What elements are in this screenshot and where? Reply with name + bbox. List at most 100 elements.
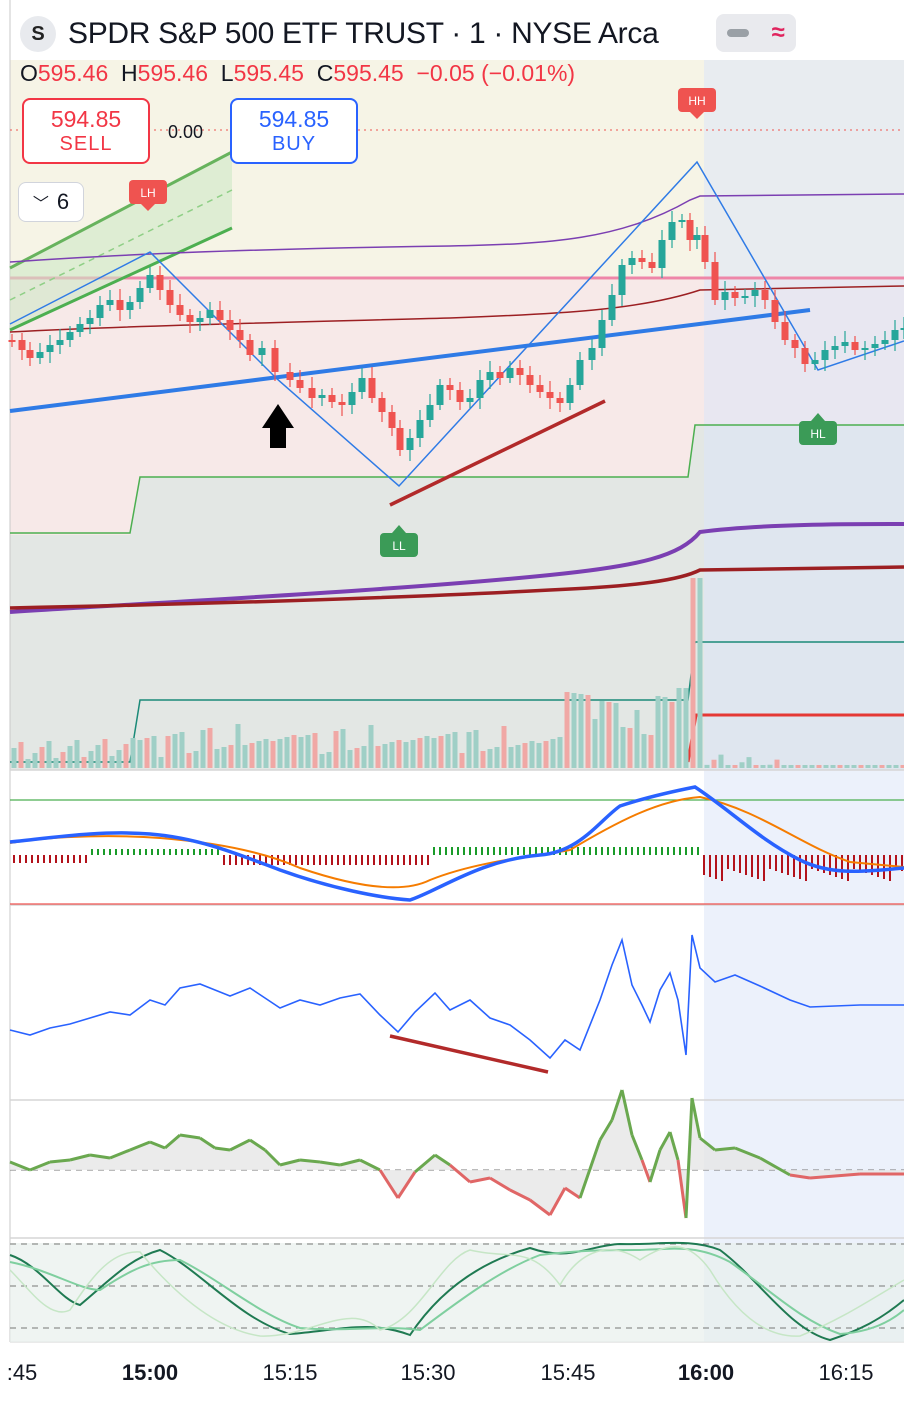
candle — [446, 385, 454, 390]
volume-bar — [508, 747, 514, 768]
wave-icon[interactable]: ≈ — [771, 19, 785, 46]
volume-bar — [571, 693, 577, 768]
momentum-segment — [434, 1153, 451, 1167]
candle — [358, 378, 366, 392]
volume-bar — [109, 756, 115, 768]
candle — [96, 305, 104, 318]
channel-fill — [10, 152, 232, 330]
buy-button[interactable]: 594.85 BUY — [230, 98, 358, 164]
candle — [668, 222, 676, 240]
volume-bar — [158, 757, 164, 768]
volume-bar — [795, 765, 801, 768]
interval-selector[interactable]: ﹀ 6 — [18, 182, 84, 222]
momentum-segment — [69, 1153, 91, 1162]
candle — [871, 344, 879, 348]
volume-bar — [522, 743, 528, 768]
candle — [416, 420, 424, 438]
candle — [146, 275, 154, 288]
volume-bar — [830, 765, 836, 768]
mid-band-line — [9, 285, 904, 333]
volume-bar — [480, 751, 486, 768]
volume-bar — [893, 765, 899, 768]
momentum-segment — [469, 1176, 491, 1184]
momentum-segment — [89, 1153, 111, 1160]
volume-bar — [536, 743, 542, 768]
sell-button[interactable]: 594.85 SELL — [22, 98, 150, 164]
after-hours-shade — [704, 60, 904, 1342]
candle — [526, 375, 534, 385]
candle — [26, 350, 34, 358]
symbol-header[interactable]: S SPDR S&P 500 ETF TRUST · 1 · NYSE Arca — [20, 10, 659, 58]
momentum-segment — [714, 1146, 736, 1152]
momentum-segment — [378, 1169, 400, 1199]
volume-bar — [368, 725, 374, 768]
volume-bar — [438, 736, 444, 768]
candle — [801, 348, 809, 364]
x-tick-label: 15:00 — [121, 1360, 179, 1385]
volume-bar — [81, 757, 87, 768]
volume-bar — [137, 740, 143, 768]
sell-price: 594.85 — [50, 106, 122, 132]
candle — [701, 235, 709, 262]
volume-bar — [60, 752, 66, 768]
candle — [741, 296, 749, 298]
candle — [106, 300, 114, 305]
momentum-segment — [263, 1148, 282, 1167]
buy-price: 594.85 — [258, 106, 330, 132]
volume-bar — [683, 688, 689, 768]
candle — [546, 392, 554, 398]
channel-upper-line — [9, 150, 233, 270]
collapse-icon[interactable] — [727, 29, 750, 37]
stoch-shade — [10, 1243, 904, 1342]
volume-bar — [767, 764, 773, 768]
candle — [216, 310, 224, 320]
candle — [881, 340, 889, 344]
candle — [436, 385, 444, 405]
volume-bar — [95, 745, 101, 768]
vwap-purple-line — [9, 522, 904, 614]
momentum-segment — [339, 1158, 361, 1167]
candle — [166, 290, 174, 305]
momentum-segment — [9, 1160, 31, 1172]
volume-bar — [676, 688, 682, 768]
candle — [506, 368, 514, 378]
volume-bar — [214, 749, 220, 768]
candle — [226, 320, 234, 330]
momentum-segment — [529, 1198, 551, 1217]
oscillator-line — [9, 934, 904, 1060]
candle — [576, 360, 584, 385]
stoch-fast-line — [9, 1246, 904, 1337]
x-tick-label: 15:45 — [540, 1360, 596, 1385]
candle — [486, 372, 494, 380]
candle — [66, 332, 74, 340]
volume-bar — [578, 694, 584, 768]
volume-bar — [879, 765, 885, 768]
volume-bar — [620, 727, 626, 768]
marker-label: LL — [392, 539, 406, 553]
volume-bar — [592, 719, 598, 768]
chevron-down-icon: ﹀ — [32, 196, 49, 213]
volume-bar — [417, 738, 423, 768]
candle — [556, 398, 564, 403]
volume-bar — [872, 765, 878, 768]
lh-marker: LH — [129, 180, 167, 211]
indicator-toggle-button[interactable]: ≈ — [716, 14, 796, 52]
macd-line — [9, 785, 904, 902]
candle — [318, 395, 326, 398]
volume-bar — [18, 742, 24, 768]
volume-bar — [382, 744, 388, 768]
candle — [338, 402, 346, 405]
momentum-segment — [610, 1089, 624, 1121]
candle — [368, 378, 376, 398]
volume-bar — [172, 734, 178, 768]
volume-bar — [74, 740, 80, 768]
volume-bar — [375, 746, 381, 768]
candle — [588, 348, 596, 360]
volume-bar — [774, 759, 780, 768]
volume-bar — [788, 765, 794, 768]
candle — [751, 290, 759, 296]
volume-bar — [410, 740, 416, 768]
volume-bar — [298, 737, 304, 768]
volume-bar — [207, 728, 213, 768]
